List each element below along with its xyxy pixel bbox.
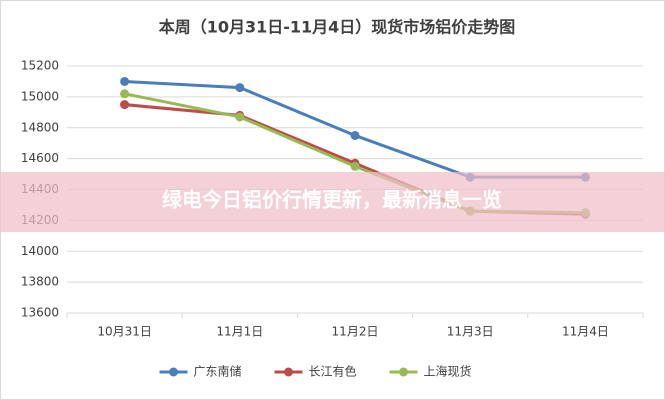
data-point [120, 100, 130, 110]
y-tick-label: 14000 [21, 244, 59, 258]
legend-label: 上海现货 [424, 364, 472, 379]
y-tick-label: 15000 [21, 89, 59, 103]
data-point [350, 130, 360, 140]
chart-title: 本周（10月31日-11月4日）现货市场铝价走势图 [159, 18, 516, 37]
data-point [120, 89, 130, 99]
overlay-banner [0, 172, 665, 232]
y-tick-label: 14600 [21, 151, 59, 165]
y-tick-label: 15200 [21, 59, 59, 73]
x-tick-label: 11月4日 [562, 325, 609, 339]
x-tick-label: 11月3日 [447, 325, 494, 339]
legend-label: 长江有色 [309, 365, 357, 379]
data-point [120, 76, 130, 86]
x-tick-label: 11月2日 [332, 325, 379, 339]
data-point [235, 112, 245, 122]
data-point [235, 83, 245, 93]
overlay-text: 绿电今日铝价行情更新，最新消息一览 [162, 188, 502, 212]
data-point [350, 161, 360, 171]
legend-marker [284, 367, 293, 377]
legend-label: 广东南储 [194, 364, 242, 379]
y-tick-label: 13800 [21, 275, 59, 289]
y-tick-label: 14800 [21, 120, 59, 134]
y-tick-label: 13600 [21, 306, 59, 320]
legend-marker [399, 367, 408, 377]
x-tick-label: 10月31日 [97, 325, 152, 339]
legend-marker [169, 367, 178, 377]
x-tick-label: 11月1日 [216, 325, 263, 339]
